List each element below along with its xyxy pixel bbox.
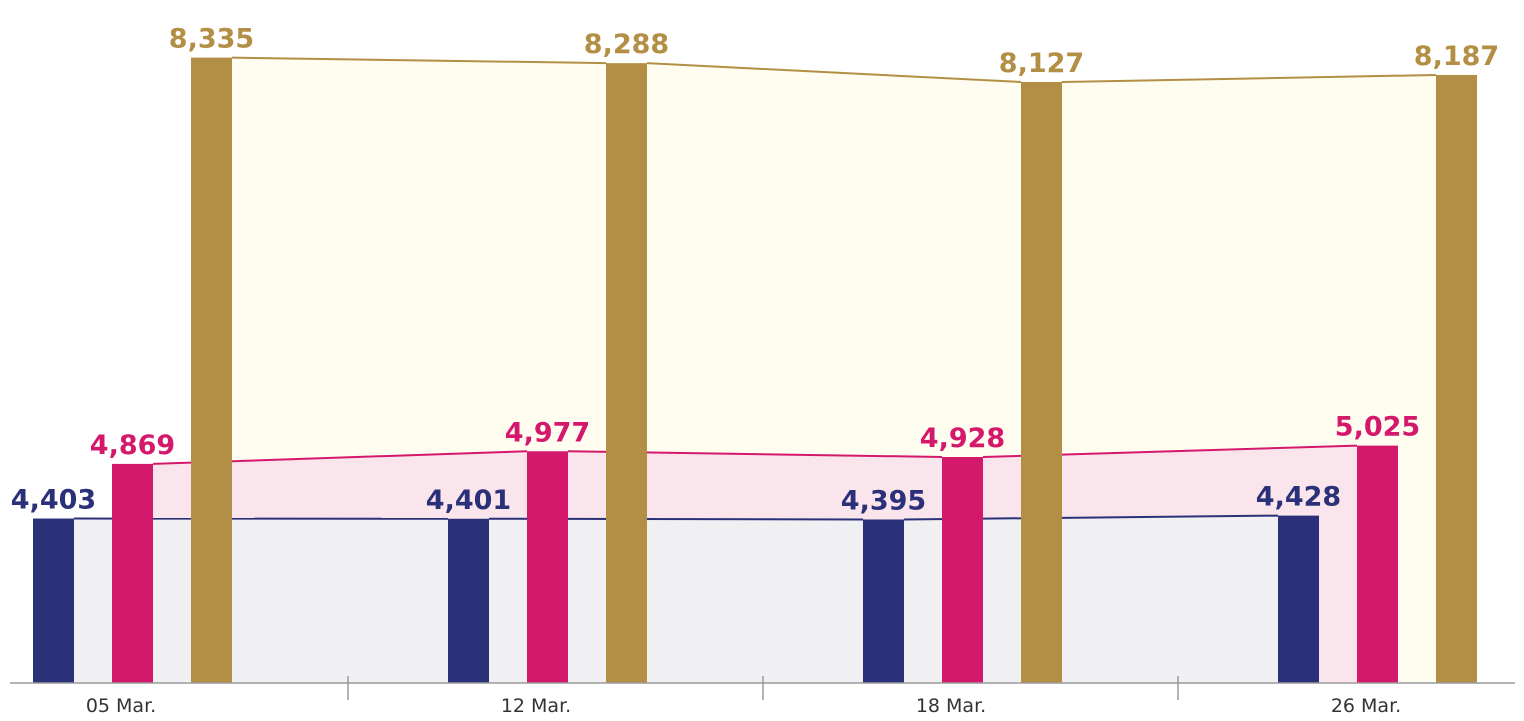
value-label: 4,977 <box>505 417 590 448</box>
bar <box>1436 74 1477 684</box>
bar <box>606 63 647 683</box>
value-label: 4,401 <box>426 485 511 516</box>
connector-line <box>646 62 1022 84</box>
value-label: 8,288 <box>584 29 669 60</box>
value-label: 8,187 <box>1414 41 1499 72</box>
bars <box>33 57 1477 684</box>
value-label: 4,403 <box>11 485 96 516</box>
area <box>33 518 489 683</box>
connector-line <box>1061 73 1437 84</box>
bar <box>942 456 983 683</box>
value-label: 8,335 <box>169 24 254 55</box>
bar <box>863 519 904 683</box>
value-label: 4,428 <box>1256 482 1341 513</box>
bar <box>112 463 153 683</box>
bar <box>1021 82 1062 684</box>
areas <box>33 56 1477 684</box>
x-tick-label: 18 Mar. <box>916 695 986 717</box>
bar <box>191 57 232 683</box>
connector-line <box>231 56 607 65</box>
bar <box>448 518 489 683</box>
x-tick-label: 26 Mar. <box>1331 695 1401 717</box>
value-label: 4,395 <box>841 485 926 516</box>
bar <box>33 518 74 683</box>
value-label: 4,869 <box>90 430 175 461</box>
bar <box>1278 515 1319 683</box>
bar <box>1357 445 1398 683</box>
bar <box>527 451 568 683</box>
x-tick-label: 12 Mar. <box>501 695 571 717</box>
area <box>863 515 1319 683</box>
value-label: 8,127 <box>999 48 1084 79</box>
area <box>448 518 904 683</box>
x-tick-label: 05 Mar. <box>86 695 156 717</box>
value-label: 5,025 <box>1335 412 1420 443</box>
value-label: 4,928 <box>920 423 1005 454</box>
